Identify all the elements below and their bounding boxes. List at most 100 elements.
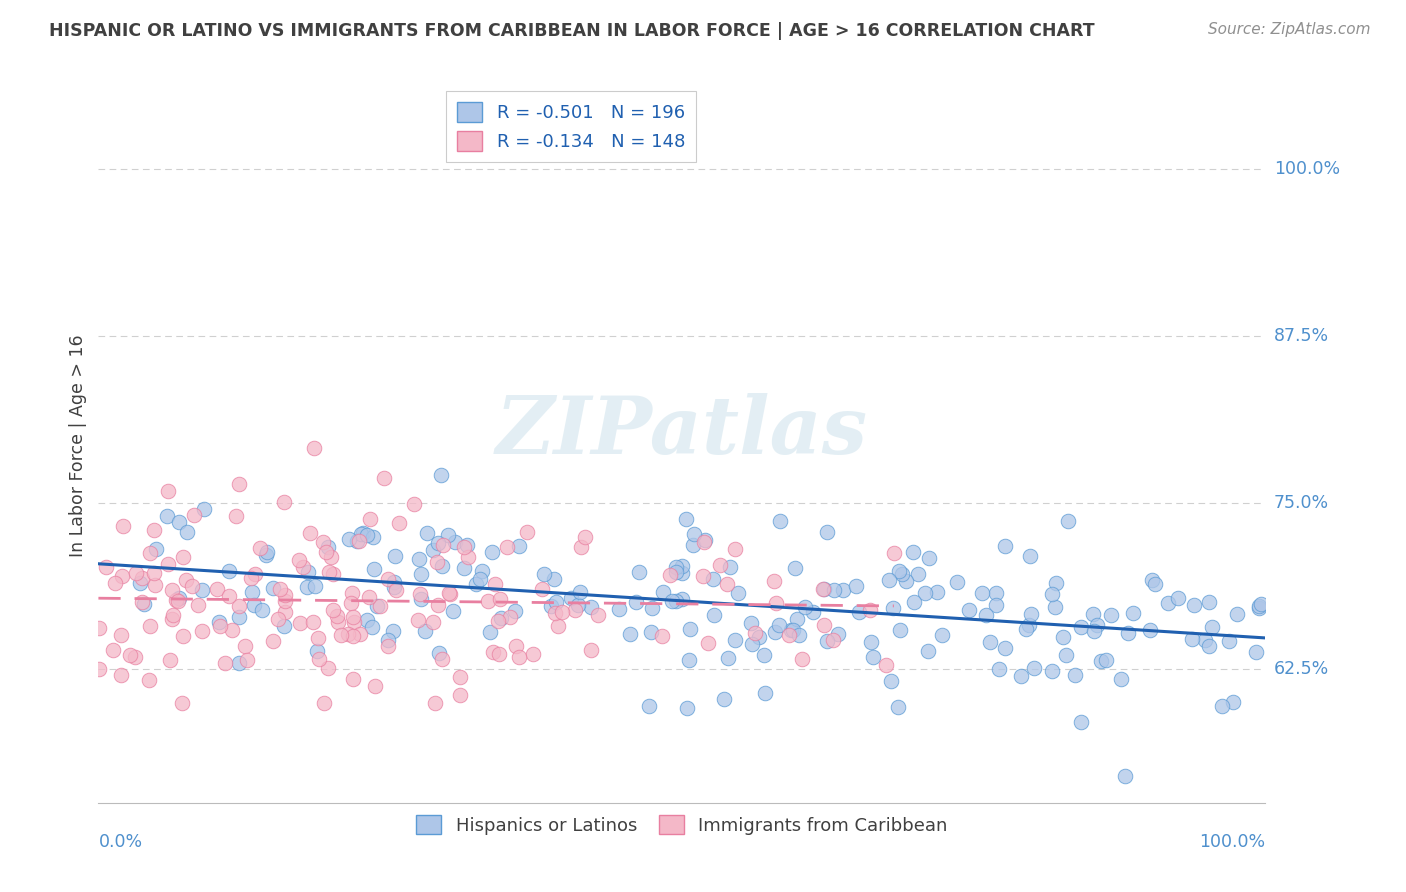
Point — [1015, 622, 1038, 636]
Point — [724, 542, 747, 557]
Point — [408, 587, 430, 601]
Point — [218, 590, 240, 604]
Point — [661, 593, 683, 607]
Point — [157, 558, 180, 572]
Point — [156, 508, 179, 523]
Point — [120, 648, 142, 662]
Point — [1114, 769, 1136, 783]
Point — [1085, 617, 1108, 632]
Point — [984, 598, 1007, 612]
Point — [143, 523, 166, 537]
Point — [302, 615, 325, 630]
Point — [678, 622, 700, 636]
Point — [907, 566, 929, 581]
Point — [676, 700, 699, 714]
Point — [413, 624, 436, 638]
Point — [1045, 576, 1067, 591]
Point — [717, 650, 740, 665]
Point — [89, 661, 111, 675]
Point — [665, 560, 688, 574]
Point — [408, 613, 430, 627]
Point — [124, 649, 146, 664]
Point — [762, 574, 785, 588]
Point — [384, 575, 406, 590]
Point — [619, 627, 641, 641]
Point — [357, 590, 380, 604]
Point — [349, 627, 371, 641]
Point — [682, 526, 704, 541]
Point — [430, 559, 453, 574]
Point — [1056, 514, 1078, 528]
Point — [364, 679, 387, 693]
Point — [1167, 591, 1189, 605]
Point — [350, 527, 373, 541]
Point — [145, 541, 167, 556]
Point — [262, 581, 284, 595]
Point — [101, 643, 124, 657]
Point — [273, 495, 295, 509]
Point — [787, 628, 810, 642]
Point — [823, 582, 845, 597]
Point — [1099, 607, 1122, 622]
Point — [287, 553, 309, 567]
Point — [496, 540, 519, 554]
Point — [831, 582, 853, 597]
Point — [574, 531, 596, 545]
Point — [547, 619, 569, 633]
Point — [299, 525, 322, 540]
Point — [917, 644, 939, 658]
Point — [821, 632, 844, 647]
Point — [326, 615, 349, 629]
Point — [377, 632, 399, 647]
Point — [1144, 577, 1167, 591]
Point — [89, 621, 111, 635]
Point — [308, 651, 330, 665]
Point — [361, 530, 384, 544]
Point — [564, 603, 586, 617]
Point — [218, 565, 240, 579]
Point — [678, 653, 700, 667]
Point — [569, 540, 592, 554]
Point — [658, 567, 681, 582]
Point — [815, 525, 838, 540]
Point — [640, 624, 662, 639]
Point — [138, 673, 160, 688]
Point — [693, 533, 716, 547]
Point — [486, 614, 509, 628]
Point — [273, 619, 295, 633]
Point — [191, 583, 214, 598]
Point — [110, 668, 132, 682]
Point — [1054, 648, 1077, 663]
Point — [359, 512, 381, 526]
Point — [111, 569, 134, 583]
Point — [307, 631, 329, 645]
Text: 62.5%: 62.5% — [1274, 660, 1329, 679]
Point — [131, 571, 153, 585]
Point — [778, 628, 800, 642]
Point — [979, 635, 1001, 649]
Point — [508, 649, 530, 664]
Point — [627, 565, 650, 579]
Point — [765, 596, 787, 610]
Point — [409, 566, 432, 581]
Point — [671, 558, 693, 573]
Point — [366, 599, 388, 613]
Point — [256, 545, 278, 559]
Point — [1064, 668, 1087, 682]
Point — [1139, 623, 1161, 637]
Text: 100.0%: 100.0% — [1199, 833, 1265, 851]
Point — [214, 657, 236, 671]
Point — [607, 601, 630, 615]
Point — [1070, 714, 1092, 729]
Point — [786, 612, 808, 626]
Point — [187, 598, 209, 612]
Point — [692, 535, 714, 549]
Point — [702, 572, 724, 586]
Point — [346, 533, 368, 548]
Legend: Hispanics or Latinos, Immigrants from Caribbean: Hispanics or Latinos, Immigrants from Ca… — [406, 805, 957, 844]
Point — [744, 626, 766, 640]
Point — [193, 502, 215, 516]
Point — [1222, 695, 1244, 709]
Point — [228, 476, 250, 491]
Point — [269, 582, 291, 597]
